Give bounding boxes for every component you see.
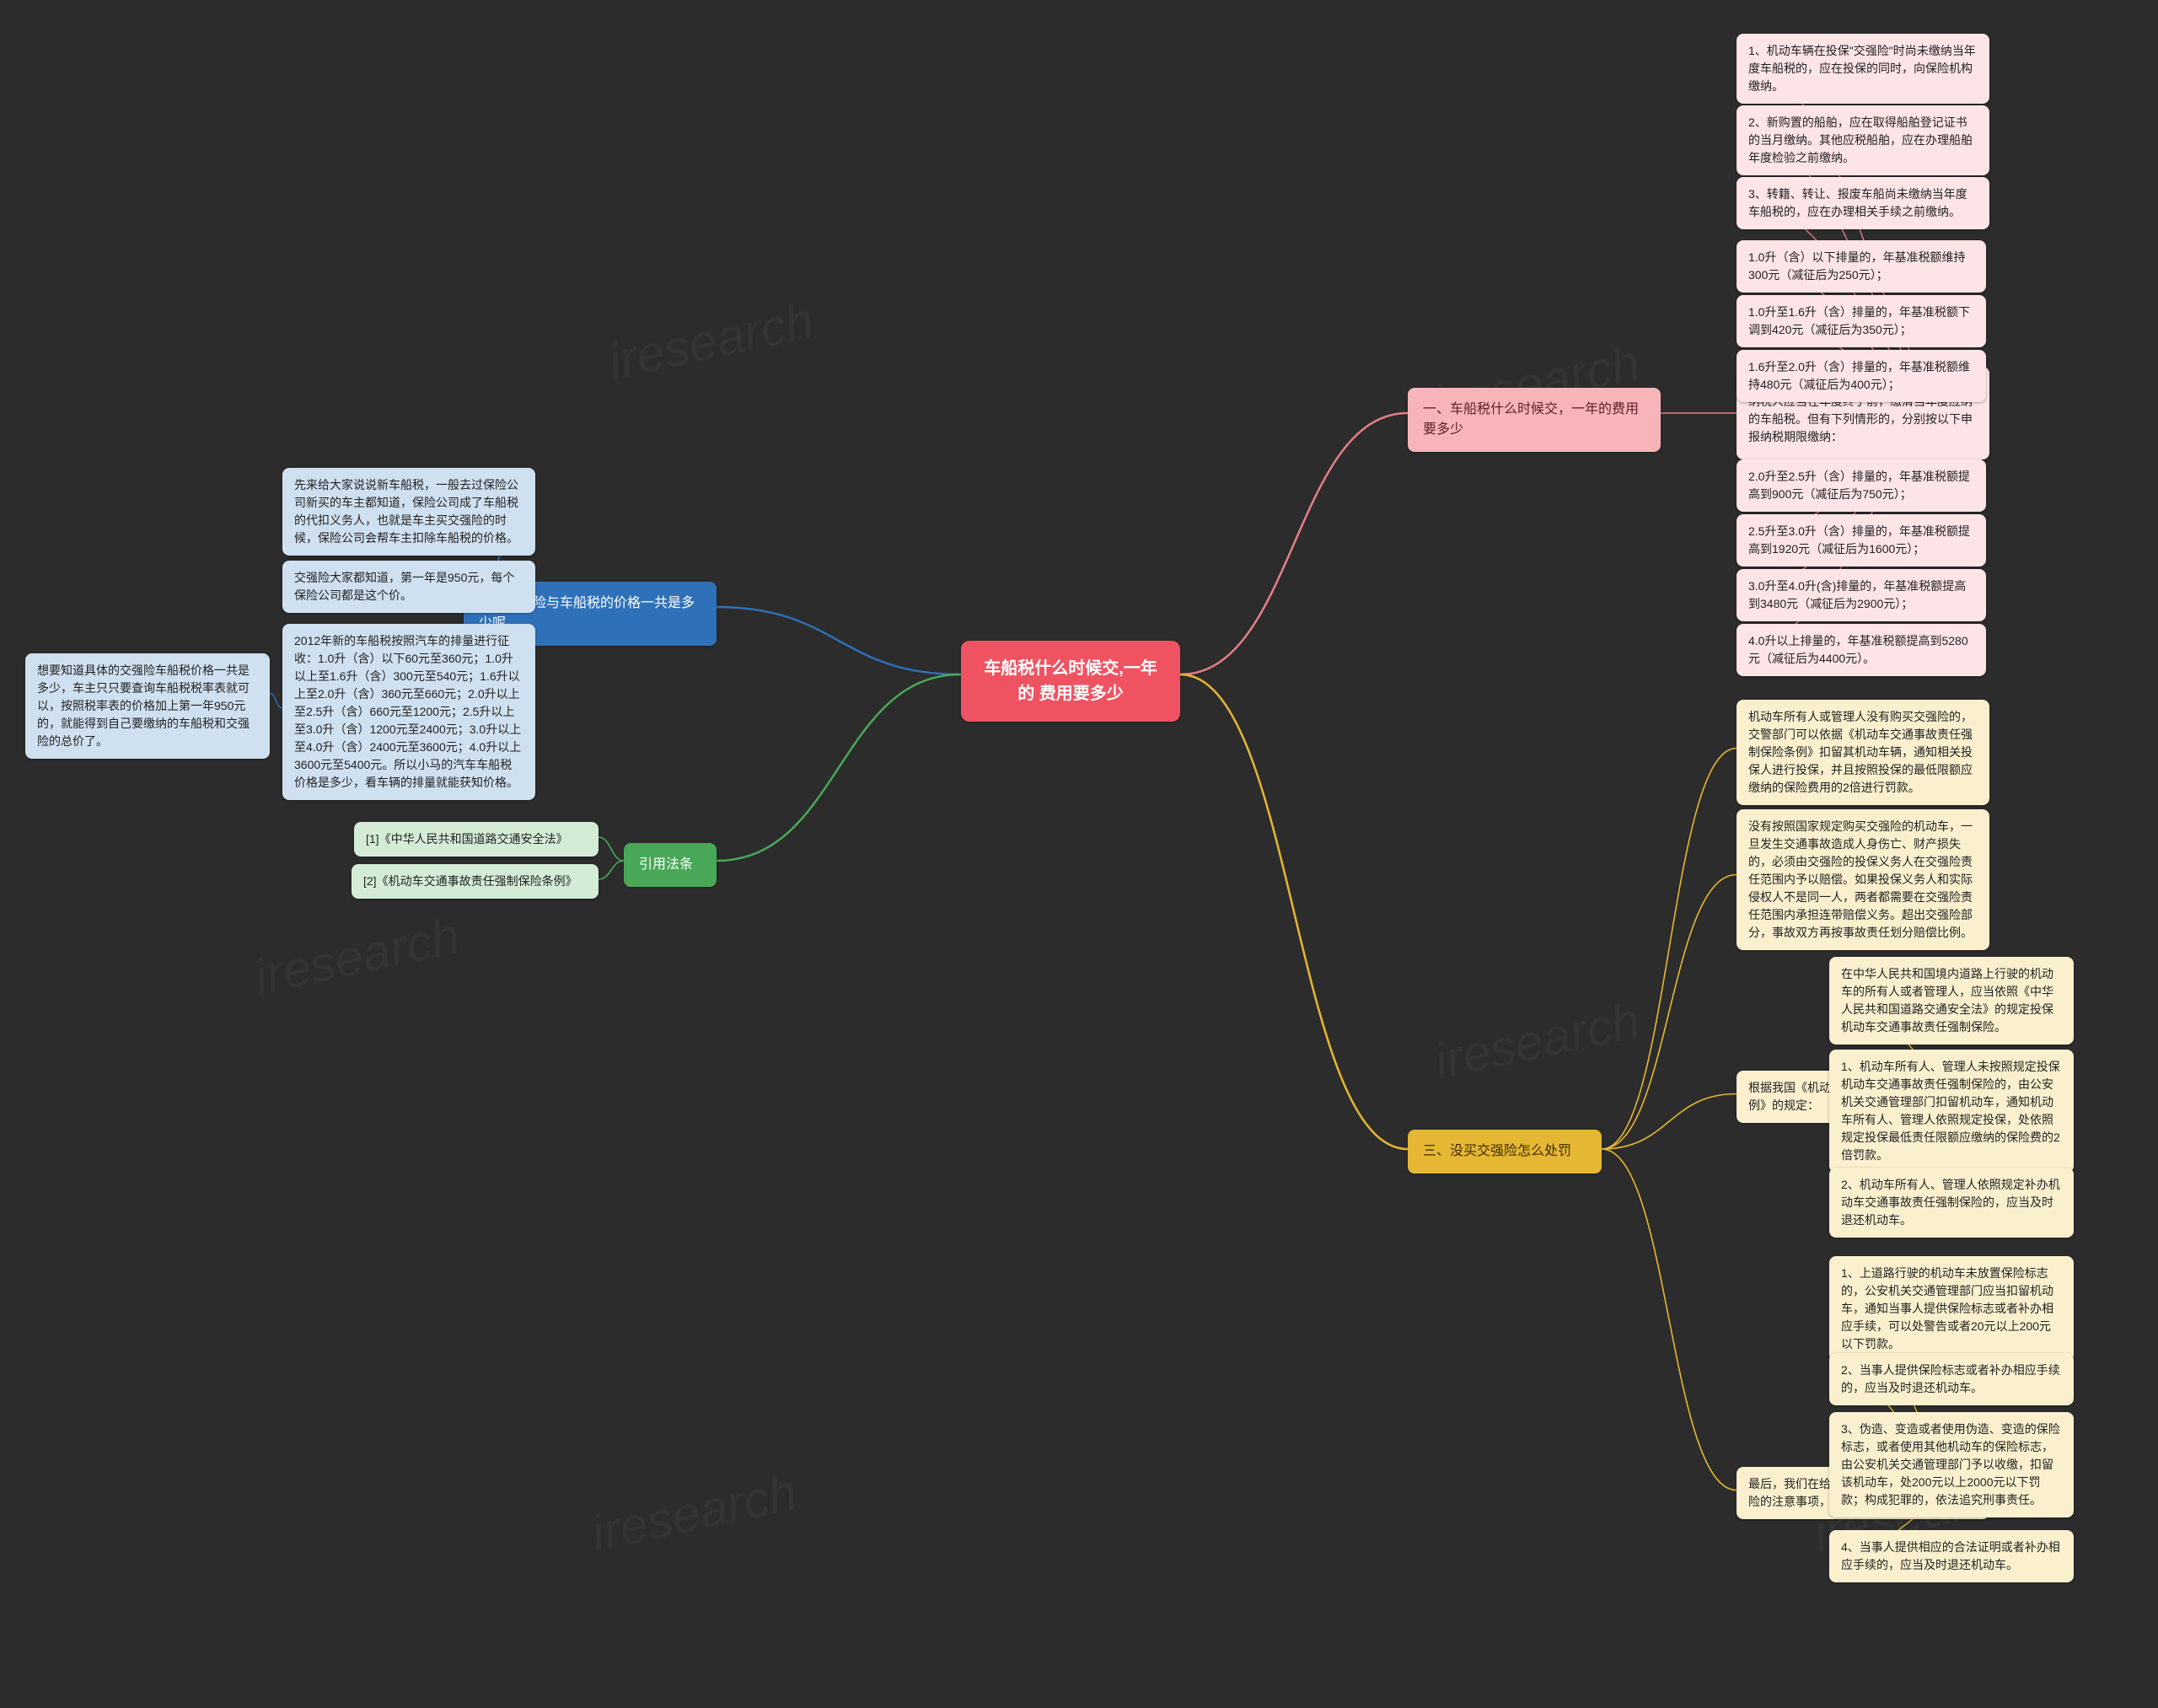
node-b1c1h[interactable]: 2.5升至3.0升（含）排量的，年基准税额提高到1920元（减征后为1600元）…: [1737, 514, 1986, 567]
node-b1c1a[interactable]: 1、机动车辆在投保"交强险"时尚未缴纳当年度车船税的，应在投保的同时，向保险机构…: [1737, 34, 1989, 104]
connector: [1602, 1149, 1737, 1490]
connector: [1602, 749, 1737, 1150]
node-b1c1b[interactable]: 2、新购置的船舶，应在取得船舶登记证书的当月缴纳。其他应税船舶，应在办理船舶年度…: [1737, 105, 1989, 175]
node-b4c3a[interactable]: 在中华人民共和国境内道路上行驶的机动车的所有人或者管理人，应当依照《中华人民共和…: [1829, 957, 2074, 1045]
mindmap-canvas: iresearchiresearchiresearchiresearchires…: [0, 0, 2158, 1708]
node-b1c1g[interactable]: 2.0升至2.5升（含）排量的，年基准税额提高到900元（减征后为750元）；: [1737, 459, 1986, 512]
node-b4c4c[interactable]: 3、伪造、变造或者使用伪造、变造的保险标志，或者使用其他机动车的保险标志，由公安…: [1829, 1412, 2074, 1517]
node-b3c1[interactable]: [1]《中华人民共和国道路交通安全法》: [354, 822, 599, 857]
connector: [1602, 875, 1737, 1150]
connector: [270, 694, 282, 709]
connector: [599, 837, 624, 861]
node-b2c2[interactable]: 交强险大家都知道，第一年是950元，每个保险公司都是这个价。: [282, 561, 535, 613]
node-b1[interactable]: 一、车船税什么时候交，一年的费用要多少: [1408, 388, 1661, 452]
node-b4c2[interactable]: 没有按照国家规定购买交强险的机动车，一旦发生交通事故造成人身伤亡、财产损失的，必…: [1737, 809, 1989, 950]
node-b4c4b[interactable]: 2、当事人提供保险标志或者补办相应手续的，应当及时退还机动车。: [1829, 1353, 2074, 1405]
connector: [599, 861, 624, 879]
connector: [717, 607, 961, 674]
node-b1c1i[interactable]: 3.0升至4.0升(含)排量的，年基准税额提高到3480元（减征后为2900元）…: [1737, 569, 1986, 621]
node-b4c3c[interactable]: 2、机动车所有人、管理人依照规定补办机动车交通事故责任强制保险的，应当及时退还机…: [1829, 1168, 2074, 1238]
watermark: iresearch: [587, 1463, 803, 1563]
node-b4c4a[interactable]: 1、上道路行驶的机动车未放置保险标志的，公安机关交通管理部门应当扣留机动车，通知…: [1829, 1256, 2074, 1362]
connector: [1180, 413, 1408, 674]
connector: [1602, 1094, 1737, 1150]
node-root[interactable]: 车船税什么时候交,一年的 费用要多少: [961, 641, 1180, 722]
connector: [717, 674, 961, 861]
node-b1c1f[interactable]: 1.6升至2.0升（含）排量的，年基准税额维持480元（减征后为400元）；: [1737, 350, 1986, 402]
node-b4c4d[interactable]: 4、当事人提供相应的合法证明或者补办相应手续的，应当及时退还机动车。: [1829, 1530, 2074, 1582]
node-b2c3[interactable]: 2012年新的车船税按照汽车的排量进行征收：1.0升（含）以下60元至360元；…: [282, 624, 535, 800]
watermark: iresearch: [250, 906, 465, 1007]
node-b1c1j[interactable]: 4.0升以上排量的，年基准税额提高到5280元（减征后为4400元）。: [1737, 624, 1986, 676]
node-b1c1d[interactable]: 1.0升（含）以下排量的，年基准税额维持300元（减征后为250元）；: [1737, 240, 1986, 293]
node-b4c3b[interactable]: 1、机动车所有人、管理人未按照规定投保机动车交通事故责任强制保险的，由公安机关交…: [1829, 1050, 2074, 1173]
node-b3c2[interactable]: [2]《机动车交通事故责任强制保险条例》: [352, 864, 599, 899]
watermark: iresearch: [604, 291, 819, 391]
node-b2c1[interactable]: 先来给大家说说新车船税，一般去过保险公司新买的车主都知道，保险公司成了车船税的代…: [282, 468, 535, 556]
node-b3[interactable]: 引用法条: [624, 843, 717, 887]
node-b1c1e[interactable]: 1.0升至1.6升（含）排量的，年基准税额下调到420元（减征后为350元）；: [1737, 295, 1986, 347]
node-b1c1c[interactable]: 3、转籍、转让、报废车船尚未缴纳当年度车船税的，应在办理相关手续之前缴纳。: [1737, 177, 1989, 229]
connector: [1180, 674, 1408, 1149]
node-b4c1[interactable]: 机动车所有人或管理人没有购买交强险的，交警部门可以依据《机动车交通事故责任强制保…: [1737, 700, 1989, 805]
node-b2c3a[interactable]: 想要知道具体的交强险车船税价格一共是多少，车主只只要查询车船税税率表就可以，按照…: [25, 653, 270, 759]
watermark: iresearch: [1430, 991, 1645, 1091]
node-b4[interactable]: 三、没买交强险怎么处罚: [1408, 1130, 1602, 1174]
